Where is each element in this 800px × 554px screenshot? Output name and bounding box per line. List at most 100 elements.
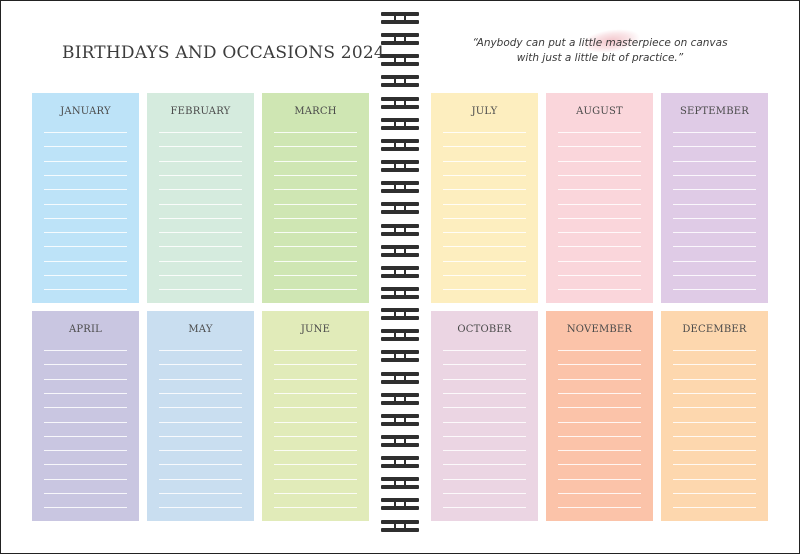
writing-line bbox=[159, 217, 242, 219]
month-card-february: FEBRUARY bbox=[147, 93, 254, 303]
writing-line bbox=[443, 350, 526, 351]
ring-hole bbox=[396, 502, 404, 507]
writing-line bbox=[558, 478, 641, 480]
writing-line bbox=[159, 364, 242, 366]
month-card-august: AUGUST bbox=[546, 93, 653, 303]
writing-line bbox=[159, 407, 242, 409]
ring-hole bbox=[396, 290, 404, 295]
writing-line bbox=[558, 507, 641, 509]
spiral-ring bbox=[378, 308, 422, 321]
month-card-december: DECEMBER bbox=[661, 311, 768, 521]
writing-line bbox=[443, 450, 526, 452]
spiral-ring bbox=[378, 138, 422, 152]
writing-line bbox=[159, 289, 242, 291]
writing-line bbox=[673, 160, 756, 162]
spiral-ring bbox=[378, 329, 422, 342]
writing-line bbox=[274, 464, 357, 466]
writing-line bbox=[274, 378, 357, 380]
writing-line bbox=[558, 364, 641, 366]
writing-line bbox=[443, 289, 526, 291]
writing-line bbox=[673, 507, 756, 509]
ring-hole bbox=[396, 164, 404, 169]
writing-line bbox=[44, 289, 127, 291]
writing-line bbox=[558, 260, 641, 262]
writing-line bbox=[673, 450, 756, 452]
writing-line bbox=[673, 232, 756, 234]
spiral-ring bbox=[378, 202, 422, 215]
writing-line bbox=[673, 478, 756, 480]
writing-line bbox=[558, 132, 641, 133]
ring-hole bbox=[396, 523, 404, 528]
ring-hole bbox=[396, 417, 404, 422]
writing-line bbox=[443, 146, 526, 148]
month-name-october: OCTOBER bbox=[457, 324, 512, 335]
ring-hole bbox=[396, 37, 404, 42]
writing-line bbox=[274, 275, 357, 276]
month-name-september: SEPTEMBER bbox=[679, 106, 750, 117]
writing-line bbox=[159, 378, 242, 380]
spiral-ring bbox=[378, 117, 422, 131]
ring-hole bbox=[396, 248, 404, 253]
writing-line bbox=[443, 407, 526, 409]
writing-line bbox=[159, 350, 242, 351]
quote-line-1: “Anybody can put a little masterpiece on… bbox=[472, 37, 728, 49]
writing-line bbox=[558, 203, 641, 205]
writing-line bbox=[558, 232, 641, 234]
writing-line bbox=[558, 217, 641, 219]
writing-line bbox=[558, 392, 641, 394]
writing-line bbox=[44, 275, 127, 276]
writing-line bbox=[159, 478, 242, 480]
writing-line bbox=[673, 217, 756, 219]
month-card-october: OCTOBER bbox=[431, 311, 538, 521]
writing-line bbox=[673, 464, 756, 466]
writing-line bbox=[558, 160, 641, 162]
month-name-november: NOVEMBER bbox=[566, 324, 633, 335]
writing-line bbox=[673, 392, 756, 394]
writing-line bbox=[274, 493, 357, 494]
writing-line bbox=[443, 392, 526, 394]
writing-line bbox=[159, 421, 242, 423]
writing-line bbox=[159, 132, 242, 133]
writing-line bbox=[274, 392, 357, 394]
spiral-ring bbox=[378, 392, 422, 406]
writing-line bbox=[673, 289, 756, 291]
ring-hole bbox=[396, 354, 404, 359]
writing-line bbox=[673, 246, 756, 248]
writing-line bbox=[673, 364, 756, 366]
writing-line bbox=[159, 435, 242, 437]
ring-hole bbox=[396, 460, 404, 465]
writing-line bbox=[44, 407, 127, 409]
spiral-ring bbox=[378, 160, 422, 173]
month-card-may: MAY bbox=[147, 311, 254, 521]
writing-line bbox=[558, 350, 641, 351]
writing-line bbox=[44, 246, 127, 248]
ring-hole bbox=[396, 333, 404, 338]
writing-line bbox=[44, 260, 127, 262]
writing-line bbox=[274, 174, 357, 176]
writing-line bbox=[558, 174, 641, 176]
writing-line bbox=[44, 392, 127, 394]
writing-line bbox=[274, 407, 357, 409]
writing-line bbox=[274, 507, 357, 509]
writing-line bbox=[673, 378, 756, 380]
writing-line bbox=[159, 146, 242, 148]
writing-line bbox=[443, 507, 526, 509]
writing-line bbox=[558, 146, 641, 148]
ring-hole bbox=[396, 227, 404, 232]
ring-hole bbox=[396, 396, 404, 401]
writing-line bbox=[44, 450, 127, 452]
writing-line bbox=[274, 232, 357, 234]
ring-hole bbox=[396, 58, 404, 63]
spiral-ring bbox=[378, 54, 422, 67]
writing-line bbox=[159, 174, 242, 176]
spiral-ring bbox=[378, 350, 422, 363]
month-name-december: DECEMBER bbox=[682, 324, 747, 335]
writing-line bbox=[159, 275, 242, 276]
writing-line bbox=[274, 478, 357, 480]
quote-text: “Anybody can put a little masterpiece on… bbox=[460, 36, 740, 66]
writing-line bbox=[44, 350, 127, 351]
quote-block: “Anybody can put a little masterpiece on… bbox=[460, 26, 740, 75]
spiral-ring bbox=[378, 435, 422, 448]
ring-hole bbox=[396, 269, 404, 274]
month-name-january: JANUARY bbox=[60, 106, 111, 117]
